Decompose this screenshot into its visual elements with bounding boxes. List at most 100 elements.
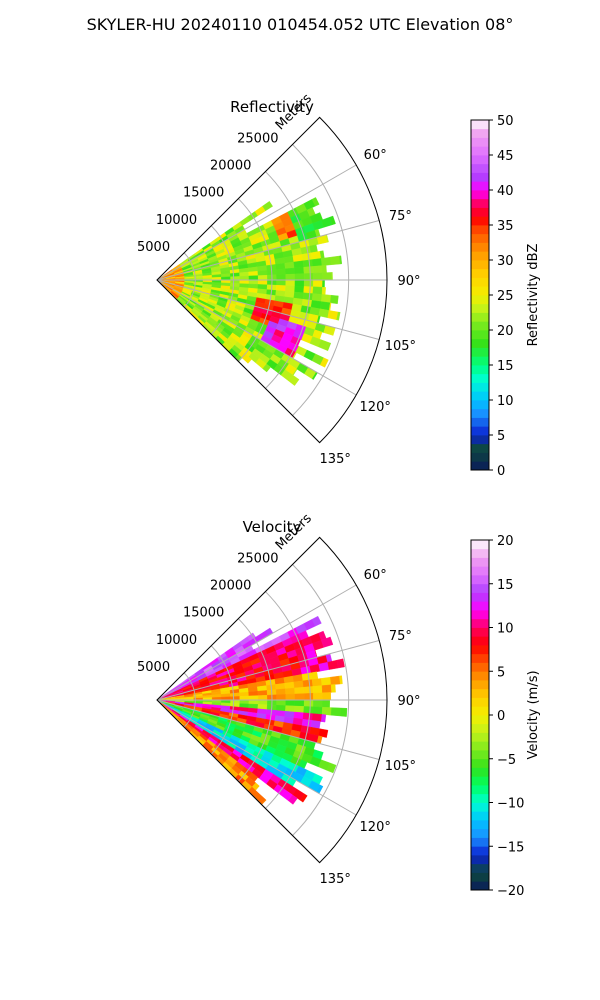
radar-cell xyxy=(276,279,287,286)
radar-cell xyxy=(327,310,339,321)
colorbar-bin xyxy=(471,426,489,436)
colorbar-tick-label: 30 xyxy=(497,254,514,269)
radar-cell xyxy=(329,215,336,225)
colorbar-bin xyxy=(471,601,489,611)
colorbar-bin xyxy=(471,198,489,208)
colorbar-bin xyxy=(471,190,489,200)
radar-cell xyxy=(284,681,295,690)
radial-tick-label: 25000 xyxy=(237,132,278,147)
radar-cell xyxy=(320,256,332,266)
radar-cell xyxy=(312,706,323,715)
colorbar-bin xyxy=(471,461,489,471)
radar-cell xyxy=(285,285,296,293)
colorbar-bin xyxy=(471,452,489,462)
colorbar-tick-label: 40 xyxy=(497,184,514,199)
colorbar-bin xyxy=(471,382,489,392)
colorbar-bin xyxy=(471,872,489,882)
radar-cell xyxy=(311,197,320,207)
reflectivity-colorbar: 0 5 10 15 20 25 30 35 40 45 50 Reflectivity dBZ xyxy=(470,114,541,479)
radar-cell xyxy=(220,273,231,278)
angle-tick-label: 60° xyxy=(364,148,387,163)
colorbar-label: Reflectivity dBZ xyxy=(526,244,541,347)
radial-tick-label: 20000 xyxy=(210,579,251,594)
colorbar-bin xyxy=(471,750,489,760)
colorbar-bin xyxy=(471,575,489,585)
radar-cell xyxy=(285,273,296,281)
colorbar-bin xyxy=(471,776,489,786)
colorbar-bin xyxy=(471,303,489,313)
radar-cell xyxy=(340,707,348,717)
radar-cell xyxy=(239,279,250,285)
colorbar-tick-label: 5 xyxy=(497,429,505,444)
colorbar-bin xyxy=(471,391,489,401)
radar-cell xyxy=(311,258,323,267)
azimuth-line xyxy=(156,164,357,281)
radar-cell xyxy=(248,699,259,705)
sector-outline xyxy=(156,116,388,444)
azimuth-line xyxy=(156,279,357,396)
colorbar-tick-label: −10 xyxy=(497,797,524,812)
radar-cell xyxy=(326,762,337,774)
colorbar-bin xyxy=(471,715,489,725)
colorbar-bin xyxy=(471,723,489,733)
colorbar-tick-label: 15 xyxy=(497,359,514,374)
colorbar-bin xyxy=(471,820,489,830)
radar-cell xyxy=(322,692,332,701)
radar-cell xyxy=(330,684,336,693)
angle-tick-label: 120° xyxy=(360,820,391,835)
angle-tick-label: 90° xyxy=(397,694,420,709)
angle-tick-label: 105° xyxy=(385,759,416,774)
reflectivity-sector-plot: 500010000150002000025000Meters60°75°90°1… xyxy=(137,91,421,467)
colorbar-bin xyxy=(471,137,489,147)
colorbar-bin xyxy=(471,216,489,226)
radar-cell xyxy=(339,255,343,265)
colorbar-bin xyxy=(471,566,489,576)
velocity-sector-plot: 500010000150002000025000Meters60°75°90°1… xyxy=(137,511,421,887)
colorbar-bin xyxy=(471,338,489,348)
colorbar-bin xyxy=(471,435,489,445)
colorbar-bin xyxy=(471,671,489,681)
radar-cell xyxy=(239,699,250,705)
colorbar-bin xyxy=(471,365,489,375)
radar-cell xyxy=(303,699,314,708)
colorbar-bin xyxy=(471,155,489,165)
radar-cell xyxy=(302,259,314,268)
colorbar-bin xyxy=(471,881,489,891)
radar-cell xyxy=(275,268,286,276)
radar-cell xyxy=(339,675,343,685)
radar-cell xyxy=(310,671,319,680)
colorbar-bin xyxy=(471,557,489,567)
radar-cell xyxy=(248,270,259,277)
radar-cell xyxy=(303,272,314,281)
radar-cell xyxy=(326,342,332,352)
colorbar-bin xyxy=(471,645,489,655)
radar-cell xyxy=(257,690,268,696)
colorbar-tick-label: −15 xyxy=(497,840,524,855)
angle-tick-label: 60° xyxy=(364,568,387,583)
colorbar-bin xyxy=(471,417,489,427)
colorbar-bin xyxy=(471,636,489,646)
radar-cell xyxy=(320,294,332,304)
colorbar-bin xyxy=(471,828,489,838)
radar-cell xyxy=(220,693,231,698)
colorbar-bin xyxy=(471,356,489,366)
colorbar-bin xyxy=(471,120,489,130)
radar-cell xyxy=(336,311,341,321)
colorbar-bin xyxy=(471,330,489,340)
figure-title: SKYLER-HU 20240110 010454.052 UTC Elevat… xyxy=(86,15,514,34)
radar-cell xyxy=(230,279,241,284)
colorbar-bin xyxy=(471,837,489,847)
colorbar-bin xyxy=(471,680,489,690)
colorbar-bin xyxy=(471,295,489,305)
colorbar-bin xyxy=(471,225,489,235)
radar-cell xyxy=(303,266,314,274)
angle-tick-label: 75° xyxy=(389,629,412,644)
colorbar-bin xyxy=(471,146,489,156)
colorbar-bin xyxy=(471,732,489,742)
colorbar-bin xyxy=(471,863,489,873)
radar-cell xyxy=(322,279,325,288)
colorbar-bin xyxy=(471,583,489,593)
radar-cell xyxy=(285,279,296,287)
radar-cell xyxy=(239,271,250,277)
radar-cell xyxy=(330,294,339,305)
